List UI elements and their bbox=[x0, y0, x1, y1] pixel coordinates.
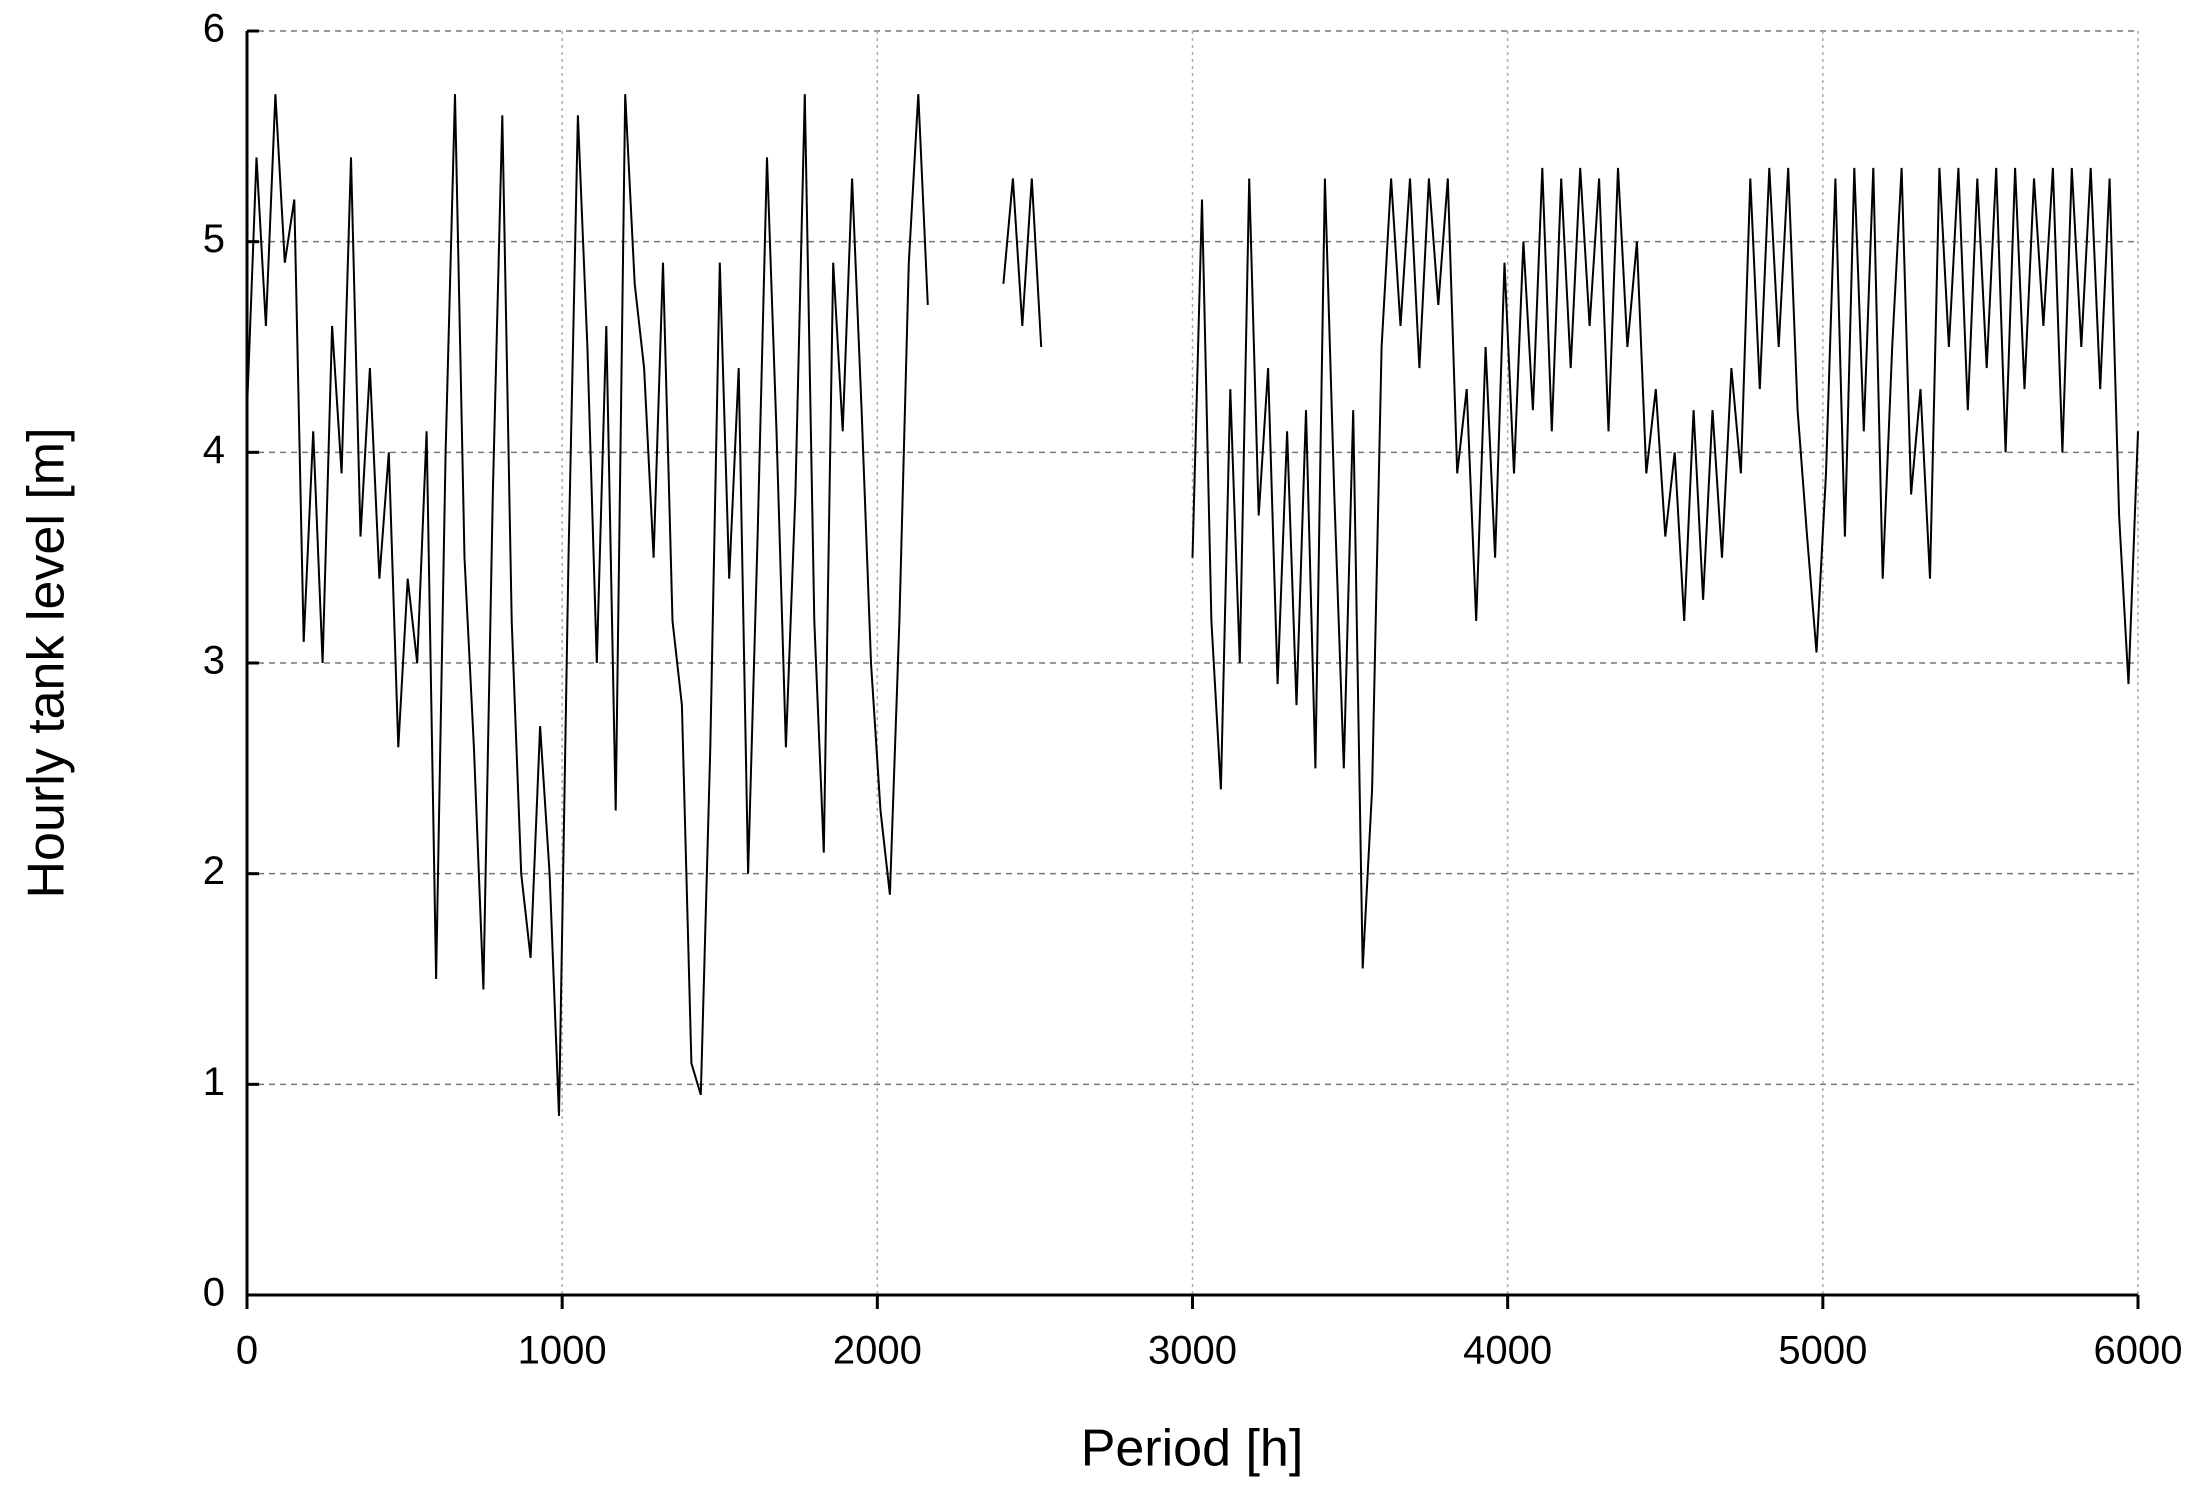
x-tick-label: 0 bbox=[236, 1329, 258, 1373]
y-tick-label: 5 bbox=[203, 217, 225, 261]
x-tick-label: 5000 bbox=[1778, 1329, 1867, 1373]
y-axis-label: Hourly tank level [m] bbox=[18, 427, 76, 898]
y-tick-label: 4 bbox=[203, 428, 225, 472]
y-tick-label: 3 bbox=[203, 639, 225, 683]
x-tick-label: 6000 bbox=[2094, 1329, 2183, 1373]
x-axis-label: Period [h] bbox=[1081, 1420, 1304, 1478]
x-tick-label: 1000 bbox=[518, 1329, 607, 1373]
data-line bbox=[246, 94, 2139, 1116]
x-tick-label: 4000 bbox=[1463, 1329, 1552, 1373]
x-tick-label: 2000 bbox=[833, 1329, 922, 1373]
x-tick-label: 3000 bbox=[1148, 1329, 1237, 1373]
y-tick-label: 2 bbox=[203, 849, 225, 893]
y-tick-label: 6 bbox=[203, 7, 225, 51]
y-tick-label: 1 bbox=[203, 1060, 225, 1104]
y-tick-label: 0 bbox=[203, 1271, 225, 1315]
